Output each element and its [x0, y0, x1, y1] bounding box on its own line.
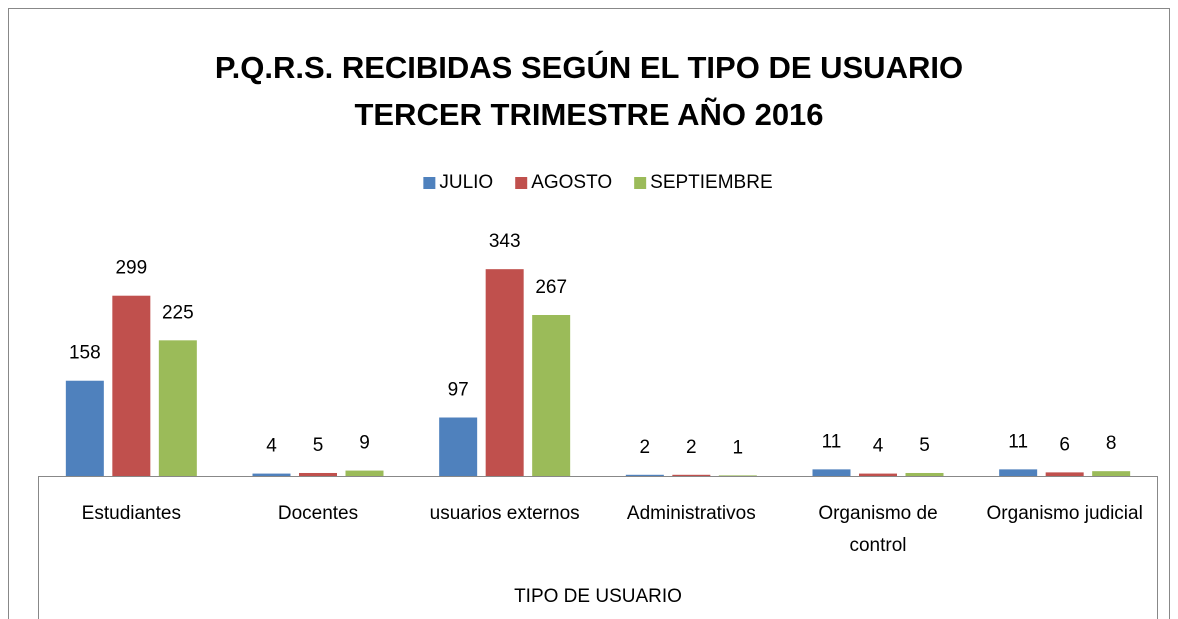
bar — [859, 473, 897, 476]
bar — [625, 474, 664, 476]
data-label: 225 — [162, 302, 194, 323]
bar — [999, 469, 1038, 476]
data-label: 9 — [359, 433, 370, 454]
data-label: 11 — [822, 431, 842, 452]
x-tick-label: Organismo judicial — [987, 503, 1143, 524]
chart-title: P.Q.R.S. RECIBIDAS SEGÚN EL TIPO DE USUA… — [215, 49, 963, 85]
bar — [532, 314, 571, 476]
data-label: 8 — [1106, 433, 1117, 454]
bar — [1045, 472, 1084, 476]
bar — [252, 473, 291, 476]
data-label: 2 — [686, 437, 697, 458]
data-label: 1 — [733, 437, 744, 458]
bar — [905, 472, 944, 476]
data-label: 267 — [535, 277, 567, 298]
legend-label: JULIO — [439, 172, 493, 193]
data-label: 97 — [448, 380, 469, 401]
x-tick-label: Docentes — [278, 503, 358, 524]
bar — [345, 470, 384, 476]
x-tick-label: Administrativos — [627, 503, 756, 524]
chart-frame — [8, 8, 1170, 619]
data-label: 4 — [266, 436, 277, 457]
bar — [65, 380, 104, 476]
bar — [439, 417, 478, 476]
legend-label: SEPTIEMBRE — [650, 172, 772, 193]
data-label: 6 — [1059, 434, 1070, 455]
data-label: 343 — [489, 231, 521, 252]
bar — [112, 295, 151, 476]
data-label: 5 — [313, 435, 324, 456]
chart-title: TERCER TRIMESTRE AÑO 2016 — [354, 97, 823, 132]
x-tick-label: Organismo de control — [818, 503, 937, 556]
data-label: 2 — [640, 437, 651, 458]
data-label: 299 — [115, 258, 147, 279]
bar — [299, 472, 337, 476]
data-label: 158 — [69, 343, 101, 364]
bar — [158, 340, 197, 476]
bar — [485, 269, 524, 476]
data-label: 4 — [873, 436, 884, 457]
legend-label: AGOSTO — [531, 172, 612, 193]
x-axis-label: TIPO DE USUARIO — [514, 586, 682, 607]
data-label: 5 — [919, 435, 930, 456]
legend-swatch — [515, 177, 528, 189]
bar — [812, 469, 851, 476]
data-label: 11 — [1008, 431, 1028, 452]
bar — [672, 474, 711, 476]
x-tick-label: usuarios externos — [430, 503, 580, 524]
legend-swatch — [634, 177, 647, 189]
bar — [718, 475, 757, 476]
legend-swatch — [423, 177, 436, 189]
x-tick-label: Estudiantes — [82, 503, 181, 524]
bar — [1092, 471, 1131, 476]
